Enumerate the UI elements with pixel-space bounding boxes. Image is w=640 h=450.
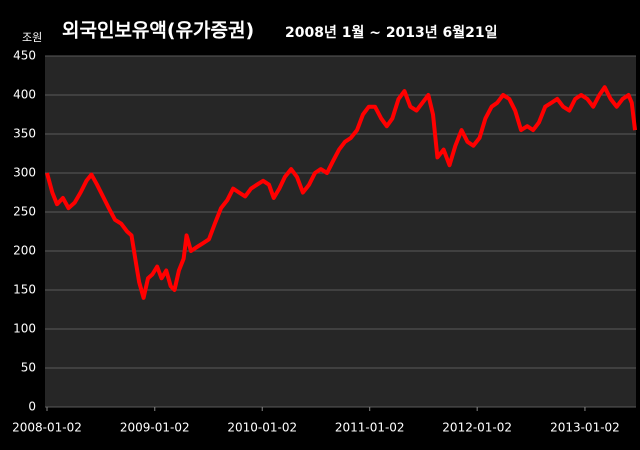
chart-subtitle: 2008년 1월 ~ 2013년 6월21일 [285,24,498,41]
x-tick-label: 2009-01-02 [120,421,190,435]
y-tick-label: 450 [13,49,36,63]
y-tick-label: 350 [13,127,36,141]
y-unit: 조원 [22,31,42,44]
y-tick-label: 100 [13,322,36,336]
y-tick-label: 50 [21,361,36,375]
y-tick-label: 300 [13,166,36,180]
x-tick-label: 2010-01-02 [227,421,297,435]
y-tick-label: 400 [13,88,36,102]
chart-title: 외국인보유액(유가증권) [62,20,254,42]
plot-area [45,56,636,407]
y-tick-label: 150 [13,283,36,297]
y-tick-label: 250 [13,205,36,219]
x-tick-label: 2012-01-02 [442,421,512,435]
x-tick-label: 2013-01-02 [550,421,620,435]
x-tick-label: 2008-01-02 [12,421,82,435]
data-line [45,85,637,300]
y-tick-label: 200 [13,244,36,258]
x-tick-label: 2011-01-02 [335,421,405,435]
y-tick-label: 0 [28,400,36,414]
